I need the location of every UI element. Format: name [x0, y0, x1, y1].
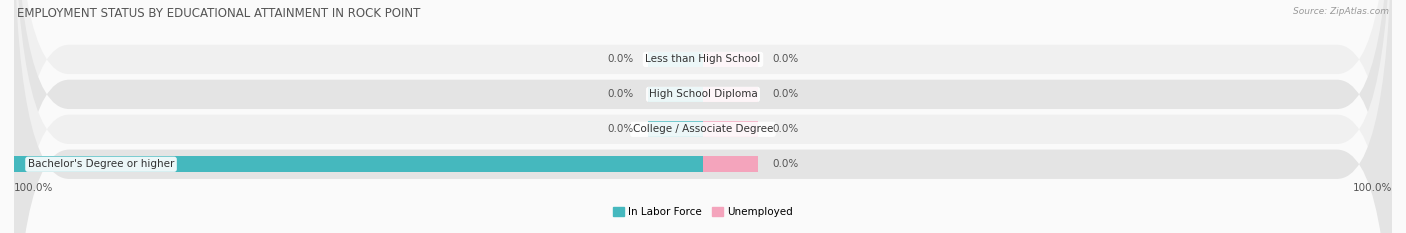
Text: 100.0%: 100.0% — [14, 184, 53, 193]
Legend: In Labor Force, Unemployed: In Labor Force, Unemployed — [609, 203, 797, 221]
Text: 0.0%: 0.0% — [607, 124, 634, 134]
Text: Source: ZipAtlas.com: Source: ZipAtlas.com — [1294, 7, 1389, 16]
FancyBboxPatch shape — [14, 0, 1392, 233]
Text: 0.0%: 0.0% — [772, 55, 799, 64]
Bar — [703, 51, 758, 67]
Bar — [703, 156, 758, 172]
Text: High School Diploma: High School Diploma — [648, 89, 758, 99]
Bar — [14, 156, 703, 172]
Text: Less than High School: Less than High School — [645, 55, 761, 64]
Text: College / Associate Degree: College / Associate Degree — [633, 124, 773, 134]
Text: 0.0%: 0.0% — [607, 89, 634, 99]
Bar — [648, 51, 703, 67]
Text: 0.0%: 0.0% — [772, 124, 799, 134]
FancyBboxPatch shape — [14, 0, 1392, 233]
Text: Bachelor's Degree or higher: Bachelor's Degree or higher — [28, 159, 174, 169]
FancyBboxPatch shape — [14, 0, 1392, 233]
Bar — [703, 121, 758, 137]
Text: 0.0%: 0.0% — [772, 89, 799, 99]
Bar — [703, 86, 758, 102]
Bar — [648, 86, 703, 102]
Text: 0.0%: 0.0% — [607, 55, 634, 64]
Text: EMPLOYMENT STATUS BY EDUCATIONAL ATTAINMENT IN ROCK POINT: EMPLOYMENT STATUS BY EDUCATIONAL ATTAINM… — [17, 7, 420, 20]
Text: 0.0%: 0.0% — [772, 159, 799, 169]
FancyBboxPatch shape — [14, 0, 1392, 233]
Bar — [648, 121, 703, 137]
Text: 100.0%: 100.0% — [1353, 184, 1392, 193]
